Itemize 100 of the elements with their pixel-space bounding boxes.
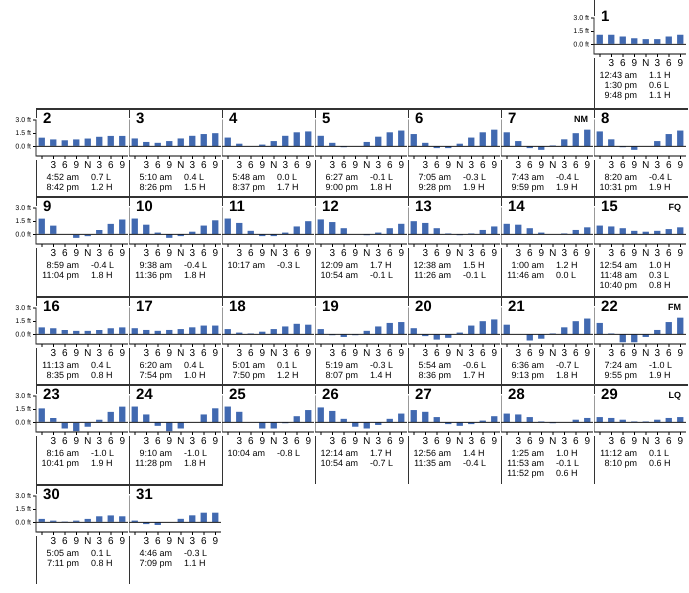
x-tick-label: 3 — [561, 248, 568, 259]
text: -0.3 L — [183, 548, 208, 558]
x-tick-label: 9 — [212, 160, 218, 171]
text: 10:41 pm — [40, 458, 80, 468]
bar — [108, 224, 114, 234]
chart-title: 30 — [43, 486, 60, 503]
bar — [375, 326, 382, 334]
bar — [270, 141, 277, 146]
bar — [608, 226, 614, 234]
chart-title: 16 — [43, 298, 60, 315]
x-tick-label: 3 — [189, 436, 196, 447]
x-tick-label: 3 — [608, 58, 614, 69]
x-tick-label: 3 — [375, 160, 382, 171]
text: 11:28 pm — [134, 458, 173, 468]
bar — [212, 220, 218, 234]
bar — [631, 334, 638, 342]
bar — [96, 230, 102, 234]
x-tick-label: 9 — [584, 348, 590, 359]
x-tick-label: N — [270, 436, 278, 447]
chart-title: 4 — [229, 110, 238, 127]
x-tick-label: 6 — [154, 160, 161, 171]
chart-title: 28 — [508, 386, 525, 403]
x-tick-label: 3 — [422, 160, 428, 171]
text: 8:35 pm — [45, 370, 80, 380]
text: 6:36 am — [510, 360, 545, 370]
text: 1.0 H — [648, 260, 672, 270]
x-tick-label: N — [642, 348, 650, 359]
text: 0.7 L — [90, 172, 112, 182]
bar — [375, 136, 382, 146]
text: 12:38 am — [412, 260, 452, 270]
bar — [178, 422, 184, 428]
x-tick-label: 9 — [631, 160, 638, 171]
x-tick-label: 9 — [73, 160, 80, 171]
text: 11:36 pm — [134, 270, 173, 280]
x-tick-label: 3 — [515, 436, 522, 447]
x-tick-label: 3 — [422, 248, 428, 259]
text: 1.9 H — [648, 370, 672, 380]
x-tick-label: 3 — [189, 348, 196, 359]
text: 9:48 pm — [603, 90, 638, 100]
x-tick-label: 6 — [620, 436, 626, 447]
x-tick-label: 6 — [294, 248, 300, 259]
bar — [108, 515, 114, 522]
x-tick-label: 6 — [572, 160, 579, 171]
bar — [84, 422, 91, 427]
bar — [96, 516, 102, 522]
x-tick-label: 3 — [468, 248, 474, 259]
x-tick-label: 6 — [200, 536, 207, 547]
text: 7:09 pm — [138, 558, 173, 568]
x-tick-label: 9 — [119, 248, 126, 259]
text: -1.0 L — [90, 448, 116, 458]
bar — [329, 222, 336, 234]
x-tick-label: 9 — [677, 348, 684, 359]
x-tick-label: 9 — [73, 536, 80, 547]
text: 0.0 L — [276, 172, 298, 182]
bar — [666, 229, 672, 234]
text: -0.4 L — [183, 260, 208, 270]
x-tick-label: N — [456, 436, 464, 447]
text: 5:10 am — [138, 172, 173, 182]
text: 8:36 pm — [417, 370, 452, 380]
x-tick-label: 3 — [50, 536, 56, 547]
x-tick-label: 6 — [340, 348, 347, 359]
x-tick-label: 9 — [631, 348, 638, 359]
bar — [422, 222, 428, 234]
text: -0.4 L — [555, 172, 580, 182]
text: 11:26 am — [413, 270, 452, 280]
bar — [62, 422, 68, 429]
x-tick-label: 9 — [259, 160, 266, 171]
text: 10:54 am — [319, 458, 359, 468]
x-tick-label: 3 — [561, 436, 568, 447]
x-tick-label: 9 — [445, 160, 452, 171]
bar — [491, 226, 498, 234]
bar — [132, 406, 138, 422]
x-tick-label: 9 — [212, 348, 218, 359]
bar — [398, 130, 404, 146]
x-tick-label: N — [363, 436, 370, 447]
x-tick-label: 3 — [96, 436, 102, 447]
x-tick-label: 3 — [96, 348, 102, 359]
text: 5:54 am — [417, 360, 452, 370]
x-tick-label: N — [270, 248, 278, 259]
bar — [200, 134, 207, 146]
chart-title: 22 — [601, 298, 618, 315]
x-tick-label: 9 — [584, 248, 590, 259]
text: 1.2 H — [276, 370, 300, 380]
bar — [422, 412, 428, 422]
x-tick-label: N — [642, 58, 650, 69]
x-tick-label: 6 — [62, 536, 68, 547]
bar — [224, 218, 231, 234]
text: 9:55 pm — [603, 370, 638, 380]
bar — [515, 414, 522, 422]
x-tick-label: 9 — [352, 248, 358, 259]
text: 10:40 pm — [598, 280, 638, 290]
text: -0.7 L — [369, 458, 394, 468]
text: 1.1 H — [183, 558, 207, 568]
bar — [572, 133, 579, 146]
text: 0.8 H — [90, 370, 114, 380]
x-tick-label: 3 — [50, 436, 56, 447]
bar — [572, 321, 579, 334]
text: 0.6 H — [555, 468, 579, 478]
x-tick-label: N — [642, 248, 650, 259]
text: 7:54 pm — [138, 370, 173, 380]
